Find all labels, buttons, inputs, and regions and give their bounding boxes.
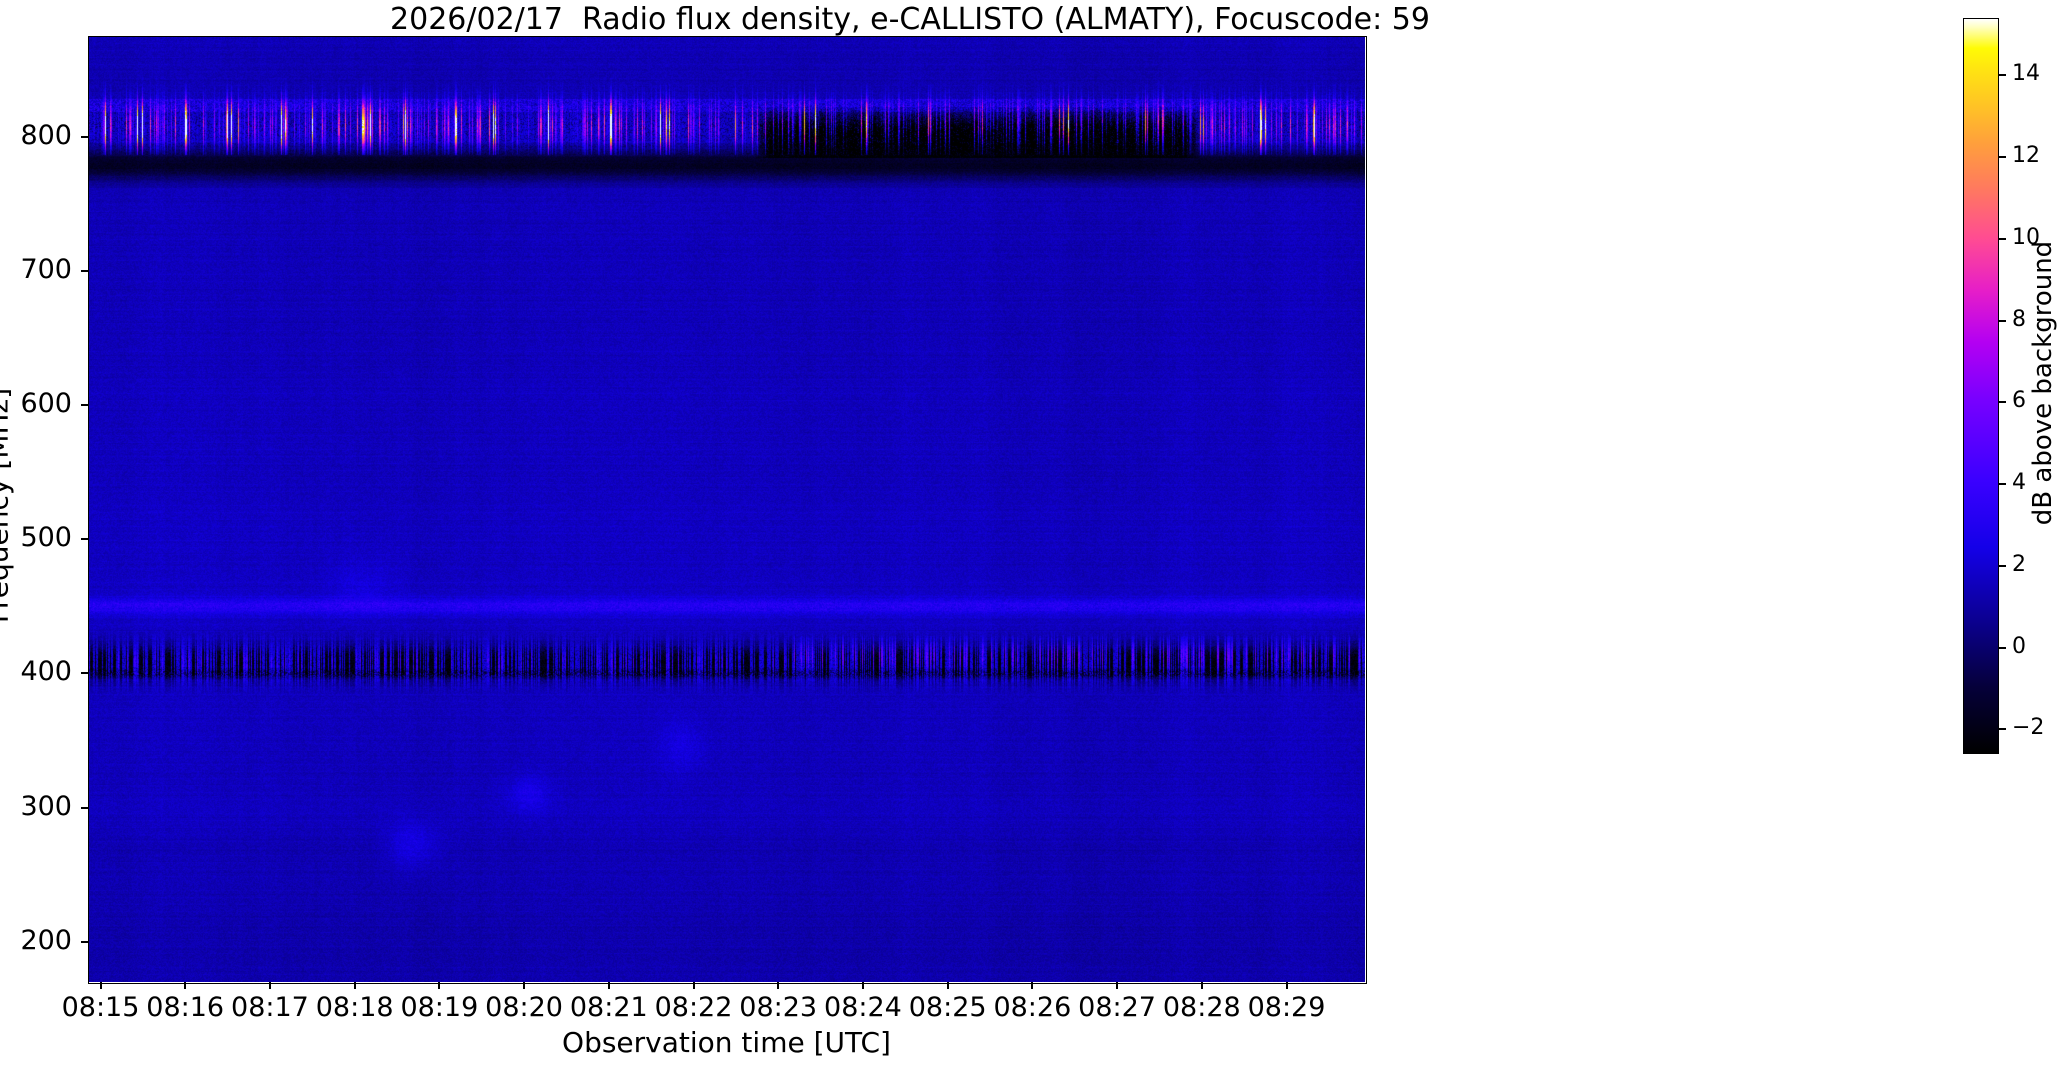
colorbar-tick-label: 10 <box>2012 224 2040 250</box>
x-tick-mark <box>1116 982 1119 989</box>
colorbar-tick-mark <box>1999 319 2006 322</box>
y-tick-label: 400 <box>20 656 72 688</box>
colorbar-tick-mark <box>1999 728 2006 731</box>
y-tick-label: 800 <box>20 119 72 151</box>
x-tick-mark <box>777 982 780 989</box>
x-tick-label: 08:25 <box>908 992 987 1023</box>
y-tick-mark <box>81 404 88 406</box>
x-tick-label: 08:16 <box>146 992 225 1023</box>
y-tick-mark <box>81 672 88 675</box>
x-tick-label: 08:21 <box>569 992 648 1023</box>
y-tick-mark <box>81 269 88 272</box>
x-tick-label: 08:27 <box>1078 992 1156 1023</box>
y-tick-mark <box>81 940 88 943</box>
x-tick-mark <box>268 982 271 989</box>
colorbar-tick-mark <box>1999 156 2006 159</box>
y-tick-label: 500 <box>20 522 72 554</box>
x-tick-mark <box>1200 982 1203 989</box>
colorbar-tick-mark <box>1999 401 2006 404</box>
colorbar-tick-label: 6 <box>2012 388 2026 414</box>
colorbar-tick-label: 2 <box>2012 551 2026 577</box>
colorbar-tick-label: 0 <box>2012 633 2026 659</box>
colorbar-tick-label: 4 <box>2012 470 2026 496</box>
x-tick-mark <box>946 982 949 989</box>
y-tick-mark <box>81 135 88 138</box>
y-axis-label: Frequency [MHz] <box>0 387 15 624</box>
spectrogram-canvas <box>88 36 1365 982</box>
y-tick-label: 200 <box>20 924 72 956</box>
colorbar-tick-mark <box>1999 483 2006 486</box>
x-tick-mark <box>523 982 526 989</box>
colorbar-tick-label: 12 <box>2012 143 2040 169</box>
x-tick-label: 08:19 <box>400 992 479 1023</box>
x-tick-mark <box>1031 982 1034 989</box>
x-tick-mark <box>607 982 610 989</box>
colorbar-tick-mark <box>1999 564 2006 567</box>
x-axis-label: Observation time [UTC] <box>562 1026 891 1059</box>
x-tick-label: 08:26 <box>993 992 1072 1023</box>
x-tick-mark <box>1285 982 1288 989</box>
y-tick-mark <box>81 806 88 809</box>
y-tick-label: 700 <box>20 253 72 285</box>
x-tick-mark <box>99 982 102 989</box>
y-tick-label: 600 <box>20 388 72 419</box>
y-tick-label: 300 <box>20 790 72 822</box>
colorbar-tick-label: 14 <box>2012 61 2040 87</box>
x-tick-label: 08:17 <box>231 992 309 1023</box>
colorbar-tick-mark <box>1999 74 2006 77</box>
y-tick-mark <box>81 538 88 541</box>
colorbar-label: dB above background <box>2028 240 2058 526</box>
x-tick-label: 08:20 <box>485 992 563 1023</box>
spectrogram-image[interactable] <box>88 36 1365 982</box>
x-tick-label: 08:15 <box>61 992 140 1023</box>
colorbar-tick-mark <box>1999 646 2006 649</box>
x-tick-label: 08:29 <box>1247 992 1326 1023</box>
x-tick-mark <box>692 982 695 989</box>
x-tick-label: 08:18 <box>315 992 394 1023</box>
colorbar[interactable] <box>1963 18 1999 754</box>
x-tick-label: 08:23 <box>739 992 818 1023</box>
x-tick-mark <box>861 982 864 989</box>
x-tick-label: 08:24 <box>824 992 902 1023</box>
x-tick-mark <box>184 982 187 989</box>
x-tick-label: 08:28 <box>1162 992 1241 1023</box>
x-tick-mark <box>438 982 441 989</box>
page-title: 2026/02/17 Radio flux density, e-CALLIST… <box>390 2 1430 37</box>
colorbar-tick-label: −2 <box>2012 715 2045 741</box>
colorbar-tick-mark <box>1999 237 2006 240</box>
x-tick-label: 08:22 <box>654 992 733 1023</box>
x-tick-mark <box>353 982 356 989</box>
colorbar-tick-label: 8 <box>2012 306 2026 332</box>
